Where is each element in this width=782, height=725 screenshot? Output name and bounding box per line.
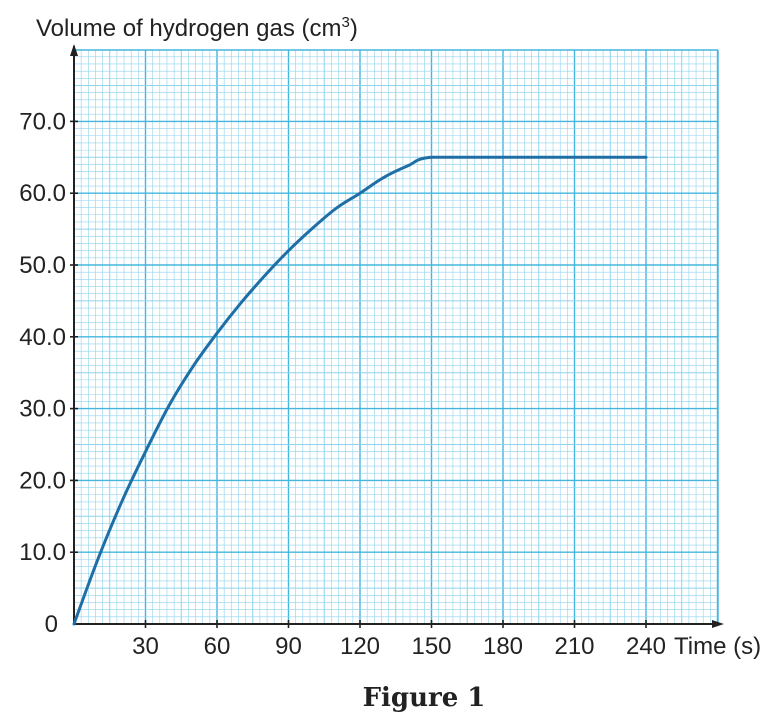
y-tick-label: 30.0	[19, 396, 66, 423]
y-tick-label: 20.0	[19, 467, 66, 494]
y-axis-label: Volume of hydrogen gas (cm3)	[36, 14, 358, 42]
axes	[70, 44, 724, 628]
figure-caption: Figure 1	[363, 683, 486, 713]
x-axis-arrow	[712, 620, 724, 628]
x-tick-label: 180	[483, 633, 523, 660]
y-axis-arrow	[70, 44, 78, 56]
x-tick-label: 90	[275, 633, 302, 660]
labels: Volume of hydrogen gas (cm3) Time (s) Fi…	[19, 14, 761, 713]
x-tick-label: 30	[132, 633, 159, 660]
y-tick-label: 60.0	[19, 180, 66, 207]
series-line	[72, 155, 648, 626]
y-tick-label: 50.0	[19, 252, 66, 279]
x-tick-label: 150	[411, 633, 451, 660]
x-tick-label: 240	[626, 633, 666, 660]
y-tick-label: 10.0	[19, 539, 66, 566]
grid	[74, 49, 719, 624]
y-tick-label: 70.0	[19, 108, 66, 135]
x-axis-label: Time (s)	[674, 633, 761, 660]
x-tick-label: 60	[204, 633, 231, 660]
y-tick-label: 0	[45, 611, 58, 638]
x-tick-label: 210	[554, 633, 594, 660]
x-tick-label: 120	[340, 633, 380, 660]
series-layer	[72, 155, 648, 626]
y-tick-label: 40.0	[19, 324, 66, 351]
